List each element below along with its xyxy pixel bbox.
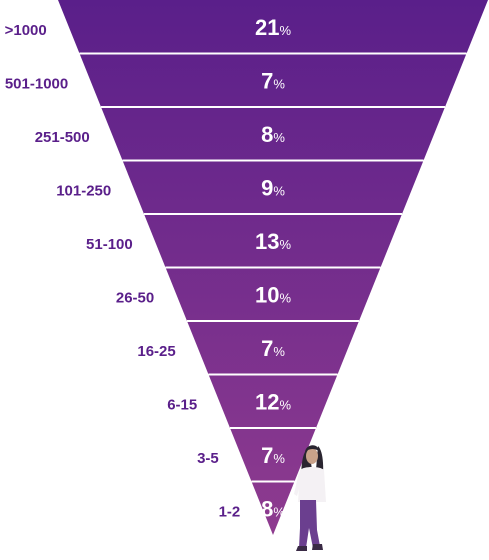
value-label: 9% [261, 175, 285, 200]
value-label: 10% [255, 282, 291, 307]
category-label: 501-1000 [5, 75, 68, 92]
value-label: 7% [261, 336, 285, 361]
woman-figure [294, 445, 326, 551]
category-label: 51-100 [86, 236, 133, 253]
category-label: >1000 [5, 22, 47, 39]
category-label: 16-25 [137, 343, 175, 360]
category-label: 1-2 [219, 503, 241, 520]
value-label: 7% [261, 443, 285, 468]
category-label: 26-50 [116, 289, 154, 306]
value-label: 8% [261, 496, 285, 521]
value-label: 13% [255, 229, 291, 254]
value-label: 12% [255, 389, 291, 414]
category-label: 6-15 [167, 396, 197, 413]
category-label: 101-250 [56, 182, 111, 199]
value-label: 21% [255, 15, 291, 40]
value-label: 7% [261, 68, 285, 93]
category-label: 251-500 [35, 129, 90, 146]
category-label: 3-5 [197, 450, 219, 467]
value-label: 8% [261, 122, 285, 147]
